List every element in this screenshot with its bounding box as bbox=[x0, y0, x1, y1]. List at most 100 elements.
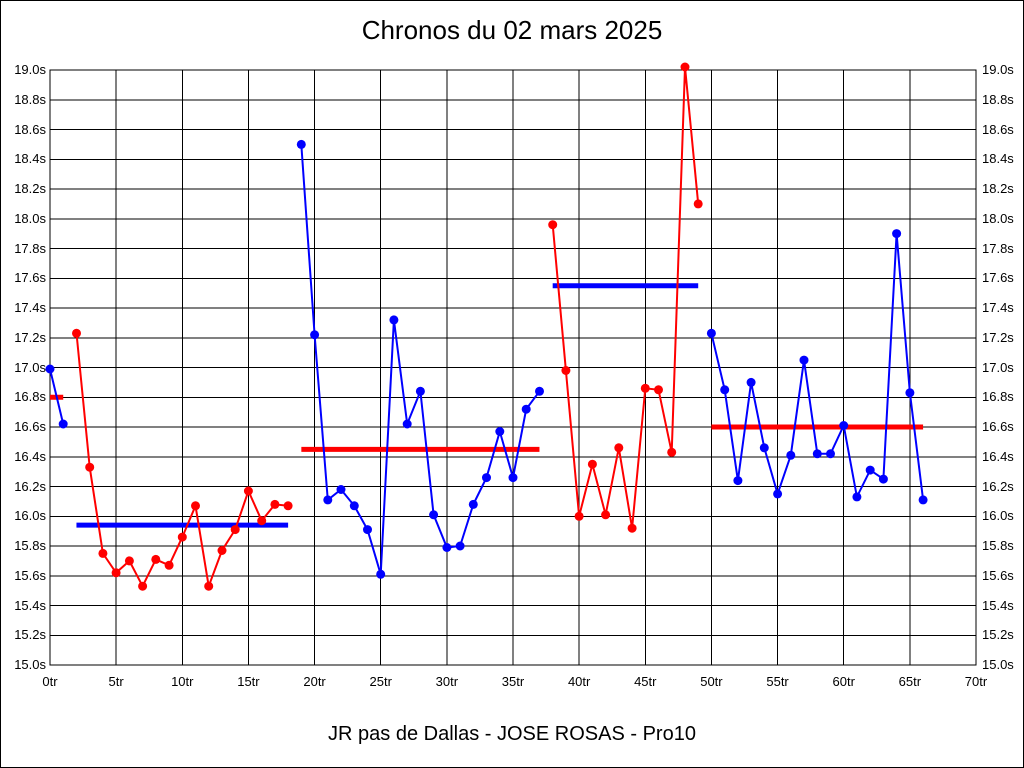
y-axis-tick-label-left: 16.6s bbox=[14, 419, 46, 434]
lap-point bbox=[310, 330, 320, 340]
lap-point bbox=[257, 516, 267, 526]
x-axis-tick-label: 30tr bbox=[435, 674, 459, 689]
lap-point bbox=[773, 489, 783, 499]
x-axis-tick-label: 25tr bbox=[369, 674, 392, 689]
lap-point bbox=[495, 427, 505, 436]
y-axis-tick-label-right: 15.0s bbox=[982, 657, 1014, 672]
lap-point bbox=[164, 560, 174, 570]
y-axis-tick-label-right: 16.8s bbox=[982, 389, 1014, 405]
lap-point bbox=[296, 139, 306, 149]
lap-point bbox=[111, 568, 121, 578]
lap-point bbox=[548, 220, 558, 230]
lap-point bbox=[654, 385, 663, 395]
lap-point bbox=[680, 62, 690, 72]
lap-point bbox=[323, 495, 333, 505]
lap-point bbox=[217, 546, 227, 555]
lap-point bbox=[415, 386, 425, 396]
lap-point bbox=[455, 541, 465, 551]
y-axis-tick-label-left: 17.6s bbox=[14, 270, 46, 286]
lap-point bbox=[349, 501, 359, 511]
lap-point bbox=[177, 532, 187, 542]
lap-point bbox=[336, 485, 346, 494]
lap-point bbox=[482, 473, 491, 483]
lap-point bbox=[98, 548, 108, 558]
x-axis-tick-label: 50tr bbox=[700, 674, 723, 689]
chart-title: Chronos du 02 mars 2025 bbox=[361, 15, 663, 45]
y-axis-tick-label-left: 18.2s bbox=[14, 181, 46, 196]
lap-point bbox=[58, 419, 68, 429]
y-axis-tick-label-left: 16.2s bbox=[14, 478, 46, 494]
y-axis-tick-label-right: 18.2s bbox=[982, 181, 1014, 196]
lap-point bbox=[85, 462, 95, 472]
y-axis-tick-label-left: 15.2s bbox=[14, 627, 46, 643]
lap-point bbox=[363, 525, 372, 535]
y-axis-tick-label-left: 15.6s bbox=[14, 567, 46, 583]
lap-point bbox=[601, 510, 611, 520]
y-axis-tick-label-right: 17.6s bbox=[982, 270, 1014, 286]
y-axis-tick-label-left: 17.4s bbox=[14, 300, 46, 315]
lap-point bbox=[812, 449, 822, 459]
lap-point bbox=[402, 419, 412, 429]
y-axis-tick-label-right: 17.4s bbox=[982, 300, 1014, 315]
y-axis-tick-label-left: 18.8s bbox=[14, 91, 46, 107]
lap-point bbox=[614, 443, 624, 453]
lap-point bbox=[204, 581, 214, 591]
x-axis-tick-label: 60tr bbox=[832, 674, 855, 689]
lap-point bbox=[905, 388, 915, 398]
lap-point bbox=[746, 377, 756, 387]
x-axis-tick-label: 10tr bbox=[171, 674, 194, 689]
y-axis-tick-label-left: 18.6s bbox=[14, 121, 46, 137]
lap-point bbox=[521, 404, 531, 414]
session-lap-line bbox=[710, 233, 925, 501]
y-axis-tick-label-left: 17.0s bbox=[14, 359, 46, 375]
session-lap-line bbox=[300, 144, 541, 575]
y-axis-tick-label-left: 15.8s bbox=[14, 538, 46, 553]
lap-point bbox=[230, 525, 240, 535]
lap-point bbox=[442, 543, 452, 552]
lap-point bbox=[693, 199, 703, 209]
x-axis-tick-label: 70tr bbox=[964, 674, 988, 689]
y-axis-tick-label-left: 15.0s bbox=[14, 657, 46, 672]
y-axis-tick-label-right: 15.2s bbox=[982, 627, 1014, 643]
lap-point bbox=[561, 366, 571, 375]
session-lap-line bbox=[49, 368, 65, 425]
y-axis-tick-label-right: 18.6s bbox=[982, 121, 1014, 137]
lap-point bbox=[283, 501, 293, 511]
lap-point bbox=[759, 443, 769, 453]
lap-point bbox=[852, 492, 862, 502]
lap-point bbox=[627, 523, 637, 533]
lap-point bbox=[270, 499, 280, 509]
y-axis-tick-label-right: 19.0s bbox=[982, 62, 1014, 77]
lap-point bbox=[72, 328, 81, 338]
lap-point bbox=[799, 355, 809, 365]
y-axis-tick-label-right: 17.0s bbox=[982, 359, 1014, 375]
x-axis-tick-label: 40tr bbox=[567, 674, 591, 689]
lap-point bbox=[640, 383, 650, 393]
y-axis-tick-label-right: 18.4s bbox=[982, 151, 1014, 167]
x-axis-tick-label: 0tr bbox=[42, 674, 58, 689]
lap-point bbox=[138, 581, 148, 591]
y-axis-tick-label-left: 18.0s bbox=[14, 210, 46, 226]
lap-point bbox=[826, 449, 835, 459]
y-axis-tick-label-right: 16.4s bbox=[982, 448, 1014, 464]
session-lap-line bbox=[551, 66, 700, 529]
y-axis-tick-label-left: 19.0s bbox=[14, 62, 46, 77]
y-axis-tick-label-left: 18.4s bbox=[14, 151, 46, 167]
y-axis-tick-label-left: 17.8s bbox=[14, 240, 46, 256]
lap-point bbox=[720, 385, 730, 395]
y-axis-tick-label-right: 16.6s bbox=[982, 419, 1014, 434]
y-axis-tick-label-right: 17.2s bbox=[982, 329, 1014, 345]
lap-point bbox=[468, 499, 478, 509]
y-axis-tick-label-right: 16.0s bbox=[982, 508, 1014, 524]
y-axis-tick-label-left: 16.0s bbox=[14, 508, 46, 524]
lap-point bbox=[918, 495, 928, 505]
lap-point bbox=[45, 364, 55, 374]
y-axis-tick-label-right: 18.8s bbox=[982, 91, 1014, 107]
x-axis-tick-label: 65tr bbox=[898, 674, 922, 689]
x-axis-tick-label: 35tr bbox=[501, 674, 525, 689]
chart-footer: JR pas de Dallas - JOSE ROSAS - Pro10 bbox=[328, 723, 696, 745]
x-axis-tick-label: 55tr bbox=[766, 674, 789, 689]
lap-point bbox=[865, 465, 875, 475]
lap-point bbox=[839, 421, 849, 430]
